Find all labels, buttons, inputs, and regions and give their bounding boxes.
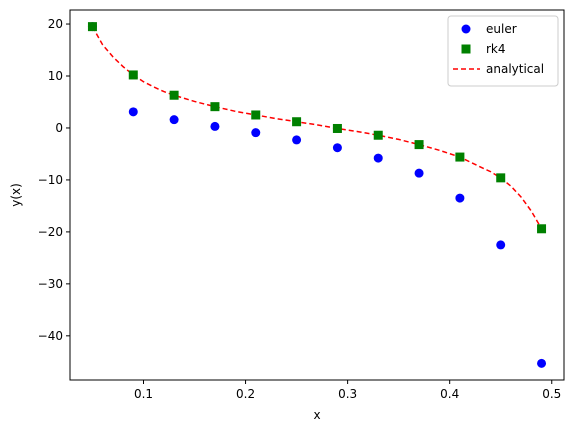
- data-point-rk4: [87, 22, 97, 32]
- legend-entry-rk4: rk4: [461, 42, 506, 56]
- data-point-euler: [373, 153, 383, 163]
- x-axis: 0.1 0.2 0.3 0.4 0.5: [134, 380, 561, 401]
- data-point-rk4: [496, 173, 506, 183]
- y-tick-label: 10: [48, 69, 63, 83]
- data-point-euler: [496, 240, 506, 250]
- y-tick-label: 0: [55, 121, 63, 135]
- x-tick-label: 0.3: [338, 387, 357, 401]
- data-point-rk4: [455, 152, 465, 162]
- data-point-rk4: [210, 102, 220, 112]
- legend-box: [447, 15, 559, 87]
- y-axis-label: y(x): [9, 183, 23, 207]
- legend-label-rk4: rk4: [486, 42, 506, 56]
- y-tick-label: −20: [38, 225, 63, 239]
- data-point-rk4: [414, 140, 424, 150]
- x-tick-label: 0.2: [236, 387, 255, 401]
- data-point-rk4: [251, 110, 261, 120]
- legend-marker-euler: [461, 24, 471, 34]
- data-point-euler: [455, 193, 465, 203]
- x-tick-label: 0.4: [440, 387, 459, 401]
- y-tick-label: −30: [38, 277, 63, 291]
- y-tick-label: −10: [38, 173, 63, 187]
- data-point-rk4: [128, 70, 138, 80]
- data-point-euler: [537, 358, 547, 368]
- legend-label-euler: euler: [486, 22, 517, 36]
- legend: euler rk4 analytical: [447, 15, 559, 87]
- legend-label-analytical: analytical: [486, 62, 544, 76]
- x-axis-label: x: [313, 408, 320, 422]
- series-line-analytical: [91, 26, 543, 230]
- plot-frame: [69, 9, 565, 381]
- y-axis: −40 −30 −20 −10 0 10 20: [38, 17, 70, 343]
- legend-entry-analytical: analytical: [453, 62, 544, 76]
- data-point-euler: [169, 115, 179, 125]
- data-point-euler: [414, 168, 424, 178]
- x-tick-label: 0.1: [134, 387, 153, 401]
- y-tick-label: 20: [48, 17, 63, 31]
- x-tick-label: 0.5: [542, 387, 561, 401]
- y-tick-label: −40: [38, 329, 63, 343]
- data-point-euler: [332, 143, 342, 153]
- data-point-euler: [210, 121, 220, 131]
- legend-marker-rk4: [461, 44, 471, 54]
- data-point-euler: [128, 107, 138, 117]
- legend-entry-euler: euler: [461, 22, 517, 36]
- data-point-rk4: [373, 130, 383, 140]
- data-point-euler: [292, 135, 302, 145]
- data-point-rk4: [332, 123, 342, 133]
- data-point-rk4: [537, 224, 547, 234]
- data-point-rk4: [169, 90, 179, 100]
- data-point-euler: [251, 128, 261, 138]
- series-layer: [87, 22, 547, 368]
- data-point-rk4: [292, 117, 302, 127]
